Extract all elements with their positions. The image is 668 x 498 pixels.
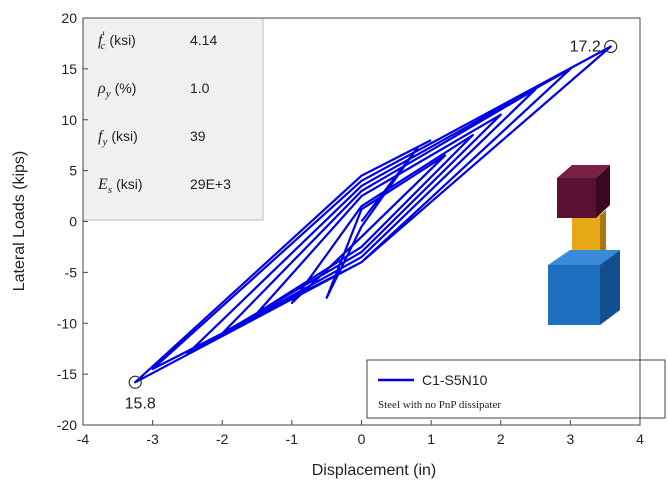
property-value: 1.0 [190, 80, 210, 96]
x-tick-label: -3 [146, 431, 159, 447]
y-tick-label: -10 [57, 315, 77, 331]
property-value: 39 [190, 128, 206, 144]
x-tick-label: -1 [286, 431, 299, 447]
property-value: 4.14 [190, 32, 217, 48]
property-symbol: E [97, 176, 108, 193]
y-tick-label: 0 [69, 214, 77, 230]
x-tick-label: -2 [216, 431, 229, 447]
x-tick-label: 4 [636, 431, 644, 447]
y-tick-label: 15 [61, 61, 77, 77]
property-sub: y [105, 88, 111, 100]
peak-label: 17.2 [570, 38, 601, 55]
y-tick-label: 20 [61, 10, 77, 26]
x-tick-label: 3 [566, 431, 574, 447]
legend-label: C1-S5N10 [422, 372, 488, 388]
x-tick-label: 0 [358, 431, 366, 447]
property-sub: s [108, 184, 112, 196]
property-symbol: ρ [97, 80, 106, 97]
y-tick-label: -20 [57, 417, 77, 433]
property-sub: y [101, 136, 107, 148]
y-tick-label: 5 [69, 163, 77, 179]
property-sub: c [101, 40, 106, 52]
property-value: 29E+3 [190, 176, 231, 192]
property-unit: (%) [115, 80, 137, 96]
property-unit: (ksi) [109, 32, 135, 48]
property-unit: (ksi) [111, 128, 137, 144]
property-unit: (ksi) [116, 176, 142, 192]
x-tick-label: 1 [427, 431, 435, 447]
y-axis-label: Lateral Loads (kips) [11, 151, 28, 292]
y-tick-label: -5 [65, 264, 78, 280]
y-tick-label: -15 [57, 366, 77, 382]
legend-note: Steel with no PnP dissipater [378, 399, 501, 411]
x-tick-label: -4 [77, 431, 90, 447]
x-tick-label: 2 [497, 431, 505, 447]
x-axis-label: Displacement (in) [312, 462, 436, 479]
peak-label: 15.8 [125, 395, 156, 412]
chart: Displacement (in) Lateral Loads (kips) -… [0, 0, 668, 493]
column-icon [548, 165, 620, 325]
y-tick-label: 10 [61, 112, 77, 128]
